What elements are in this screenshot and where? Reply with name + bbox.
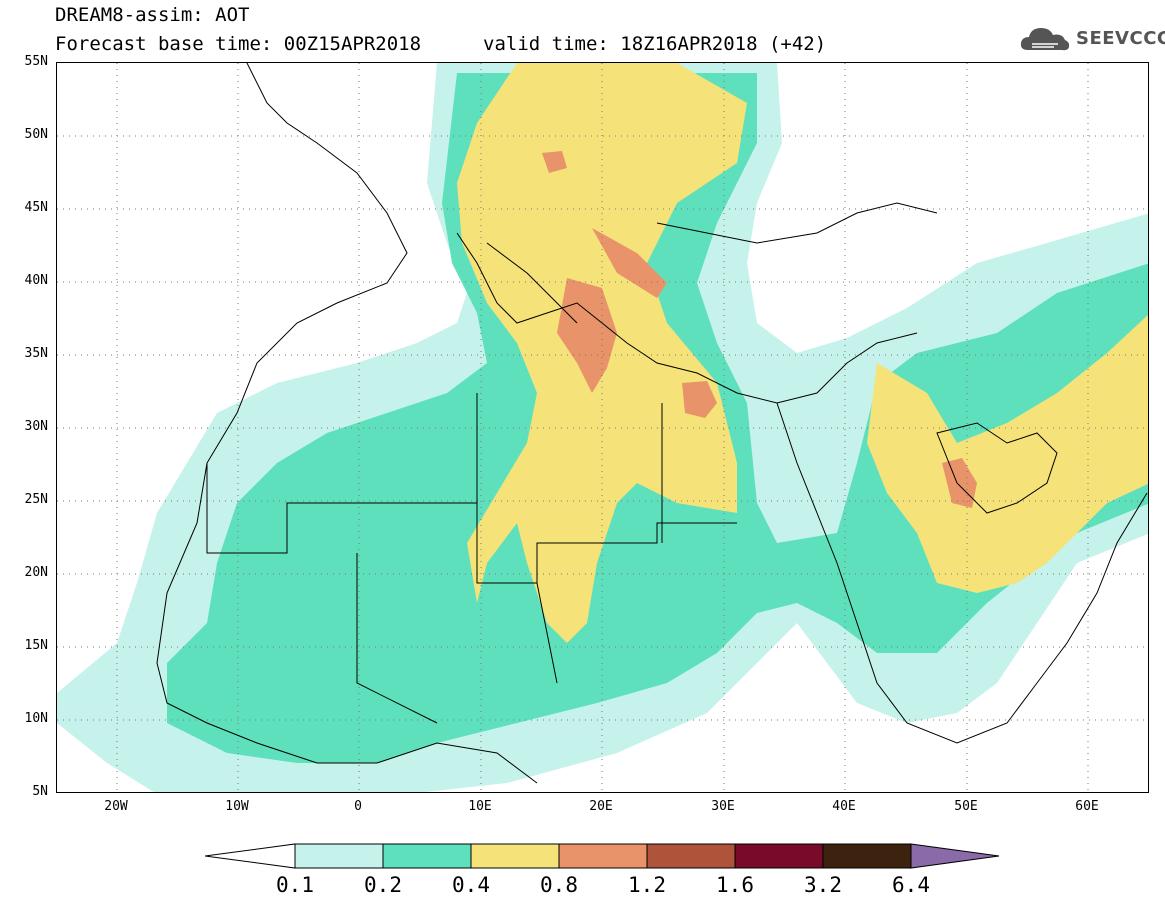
colorbar-bin [382,843,472,869]
lat-tick-label: 55N [24,54,48,69]
lon-tick-label: 10E [468,799,492,814]
seevccc-logo: SEEVCCC [1018,22,1165,58]
colorbar-bin [470,843,560,869]
lon-tick-label: 30E [711,799,735,814]
aot-map [57,63,1148,792]
lat-tick-label: 30N [24,419,48,434]
lon-tick-label: 20E [589,799,613,814]
lat-tick-label: 5N [32,784,48,799]
colorbar-high-arrow [910,843,1000,869]
map-title: DREAM8-assim: AOT [55,4,250,26]
logo-text: SEEVCCC [1076,28,1165,49]
coastlines [156,63,1148,784]
lon-tick-label: 0 [354,799,362,814]
lat-tick-label: 10N [24,711,48,726]
colorbar-low-arrow [205,843,296,869]
colorbar [205,843,1000,869]
colorbar-label: 3.2 [804,873,842,897]
colorbar-label: 0.8 [540,873,578,897]
lon-tick-label: 40E [832,799,856,814]
lon-tick-label: 60E [1075,799,1099,814]
colorbar-label: 0.1 [276,873,314,897]
aot-region-0.8-balkans [592,228,667,298]
lon-tick-label: 50E [954,799,978,814]
colorbar-label: 0.2 [364,873,402,897]
aot-region-0.8-greece [557,278,617,393]
aot-region-0.8-hungary [542,151,567,173]
colorbar-bin [294,843,384,869]
aot-region-0.8-gulf [942,458,977,508]
colorbar-label: 6.4 [892,873,930,897]
lat-tick-label: 20N [24,565,48,580]
lat-tick-label: 45N [24,200,48,215]
lat-tick-label: 35N [24,346,48,361]
lat-tick-label: 40N [24,273,48,288]
colorbar-bin [734,843,824,869]
colorbar-bin [558,843,648,869]
colorbar-label: 0.4 [452,873,490,897]
colorbar-label: 1.2 [628,873,666,897]
forecast-base-time: Forecast base time: 00Z15APR2018 [55,33,422,55]
valid-time: valid time: 18Z16APR2018 (+42) [483,33,827,55]
lat-tick-label: 25N [24,492,48,507]
lat-tick-label: 15N [24,638,48,653]
colorbar-bin [646,843,736,869]
colorbar-bin [822,843,912,869]
map-plot [56,62,1149,793]
lat-tick-label: 50N [24,127,48,142]
graticule [57,63,1148,792]
lon-tick-label: 20W [104,799,128,814]
lon-tick-label: 10W [225,799,249,814]
colorbar-label: 1.6 [716,873,754,897]
aot-region-0.4-gulf [867,314,1148,593]
aot-region-0.8-libya [682,381,717,418]
cloud-icon [1020,28,1070,51]
